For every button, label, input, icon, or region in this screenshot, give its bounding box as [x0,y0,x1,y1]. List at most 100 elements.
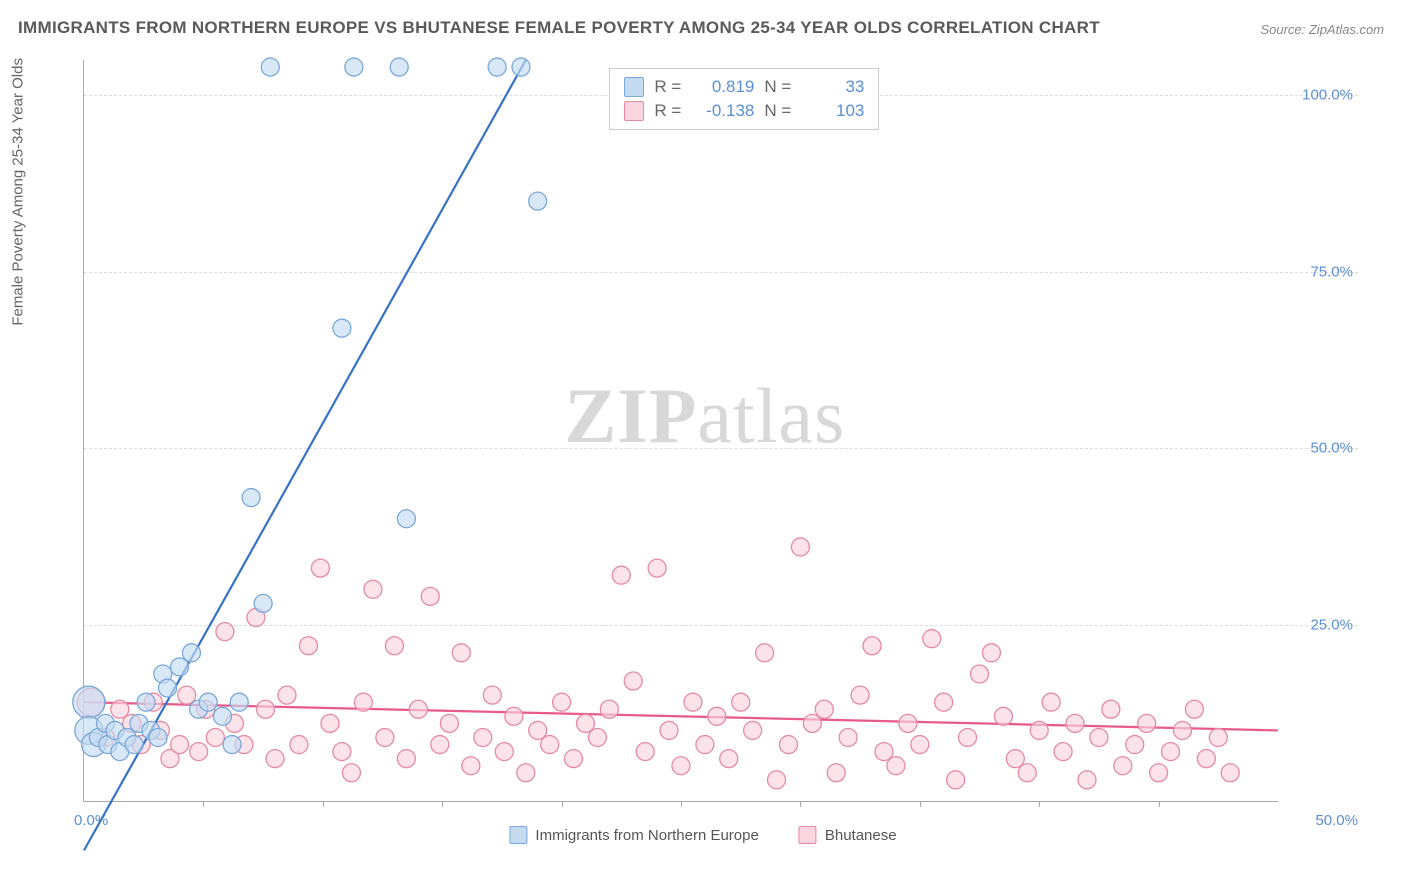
data-point-b [1066,714,1084,732]
data-point-b [483,686,501,704]
x-tick [681,801,682,807]
legend-bottom: Immigrants from Northern Europe Bhutanes… [509,826,896,844]
data-point-b [839,728,857,746]
data-point-b [495,743,513,761]
data-point-b [1090,728,1108,746]
x-axis-max-label: 50.0% [1315,812,1358,829]
data-point-b [541,736,559,754]
data-point-b [333,743,351,761]
data-point-b [923,630,941,648]
data-point-a [159,679,177,697]
data-point-b [744,721,762,739]
data-point-b [636,743,654,761]
legend-swatch-b [799,826,817,844]
data-point-a [488,58,506,76]
legend-label-a: Immigrants from Northern Europe [535,827,758,844]
data-point-b [1114,757,1132,775]
source-credit: Source: ZipAtlas.com [1260,22,1384,37]
data-point-b [290,736,308,754]
data-point-b [732,693,750,711]
data-point-b [672,757,690,775]
data-point-a [182,644,200,662]
data-point-b [321,714,339,732]
data-point-b [935,693,953,711]
data-point-a [137,693,155,711]
stat-value-n-a: 33 [804,77,864,97]
data-point-b [779,736,797,754]
data-point-b [684,693,702,711]
data-point-b [851,686,869,704]
data-point-b [624,672,642,690]
legend-item-series-b: Bhutanese [799,826,897,844]
data-point-b [982,644,1000,662]
x-tick [1159,801,1160,807]
data-point-b [431,736,449,754]
stats-row-series-b: R = -0.138 N = 103 [624,99,864,123]
data-point-b [190,743,208,761]
data-point-b [409,700,427,718]
data-point-b [1185,700,1203,718]
data-point-b [452,644,470,662]
data-point-b [1138,714,1156,732]
x-tick [1039,801,1040,807]
y-tick-label: 100.0% [1302,87,1353,104]
data-point-b [342,764,360,782]
data-point-b [648,559,666,577]
data-point-b [947,771,965,789]
data-point-b [474,728,492,746]
stat-value-r-a: 0.819 [694,77,754,97]
data-point-b [815,700,833,718]
data-point-b [565,750,583,768]
y-tick-label: 50.0% [1310,440,1353,457]
data-point-b [1030,721,1048,739]
data-point-a [73,686,105,718]
data-point-b [299,637,317,655]
data-point-b [440,714,458,732]
data-point-b [1054,743,1072,761]
data-point-b [959,728,977,746]
data-point-a [254,594,272,612]
data-point-a [230,693,248,711]
stat-value-n-b: 103 [804,101,864,121]
data-point-a [390,58,408,76]
data-point-b [1102,700,1120,718]
swatch-series-a [624,77,644,97]
x-tick [442,801,443,807]
stats-legend-box: R = 0.819 N = 33 R = -0.138 N = 103 [609,68,879,130]
data-point-b [756,644,774,662]
data-point-b [612,566,630,584]
data-point-a [333,319,351,337]
data-point-b [1173,721,1191,739]
data-point-b [385,637,403,655]
data-point-b [397,750,415,768]
data-point-b [863,637,881,655]
data-point-a [345,58,363,76]
data-point-b [1042,693,1060,711]
stat-label-n: N = [764,101,794,121]
data-point-b [588,728,606,746]
data-point-b [971,665,989,683]
x-tick [562,801,563,807]
y-tick-label: 75.0% [1310,263,1353,280]
data-point-b [887,757,905,775]
data-point-b [1150,764,1168,782]
data-point-b [376,728,394,746]
data-point-b [462,757,480,775]
data-point-b [911,736,929,754]
legend-label-b: Bhutanese [825,827,897,844]
data-point-a [261,58,279,76]
data-point-b [364,580,382,598]
data-point-a [512,58,530,76]
plot-area: ZIPatlas R = 0.819 N = 33 R = -0.138 N =… [83,60,1278,802]
data-point-a [529,192,547,210]
data-point-a [242,489,260,507]
chart-container: Female Poverty Among 25-34 Year Olds ZIP… [48,50,1358,852]
data-point-b [311,559,329,577]
x-tick [203,801,204,807]
y-tick-label: 25.0% [1310,616,1353,633]
data-point-b [1209,728,1227,746]
data-point-b [553,693,571,711]
data-point-b [266,750,284,768]
data-point-b [1126,736,1144,754]
legend-item-series-a: Immigrants from Northern Europe [509,826,758,844]
